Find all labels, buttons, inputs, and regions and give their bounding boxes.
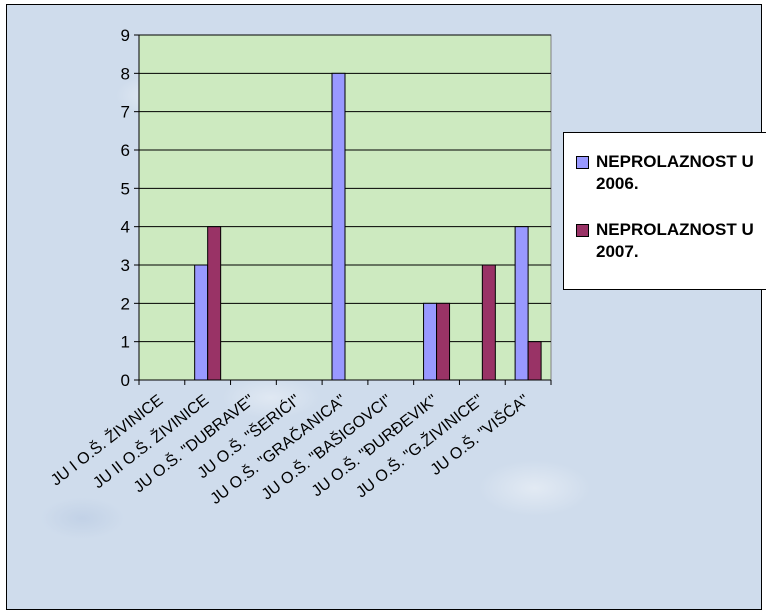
- y-tick-label: 5: [121, 179, 130, 198]
- y-tick-label: 2: [121, 294, 130, 313]
- y-tick-label: 3: [121, 256, 130, 275]
- bar-2007: [207, 226, 222, 381]
- bar-2007: [481, 264, 496, 381]
- y-tick-label: 8: [121, 64, 130, 83]
- y-tick-label: 7: [121, 103, 130, 122]
- legend-label-2006: NEPROLAZNOST U 2006.: [596, 152, 754, 193]
- y-tick-label: 1: [121, 333, 130, 352]
- y-tick-label: 6: [121, 141, 130, 160]
- bar-2006: [423, 302, 438, 381]
- y-tick-label: 4: [121, 218, 130, 237]
- y-tick-label: 0: [121, 371, 130, 390]
- chart-area: 0 1 2 3 4 5 6 7 8 9 JU I O.Š. ŽIVINICE JU II O.Š. Ž…: [6, 4, 766, 610]
- bar-2007: [527, 341, 542, 381]
- bar-2006: [514, 226, 529, 381]
- bar-2007: [436, 302, 451, 381]
- legend-swatch-2007: [576, 224, 589, 237]
- legend-swatch-2006: [576, 156, 589, 169]
- bar-2006: [331, 72, 346, 381]
- legend: NEPROLAZNOST U 2006. NEPROLAZNOST U 2007…: [563, 132, 766, 290]
- legend-label-2007: NEPROLAZNOST U 2007.: [596, 220, 754, 261]
- y-tick-label: 9: [121, 26, 130, 45]
- bar-2006: [194, 264, 209, 381]
